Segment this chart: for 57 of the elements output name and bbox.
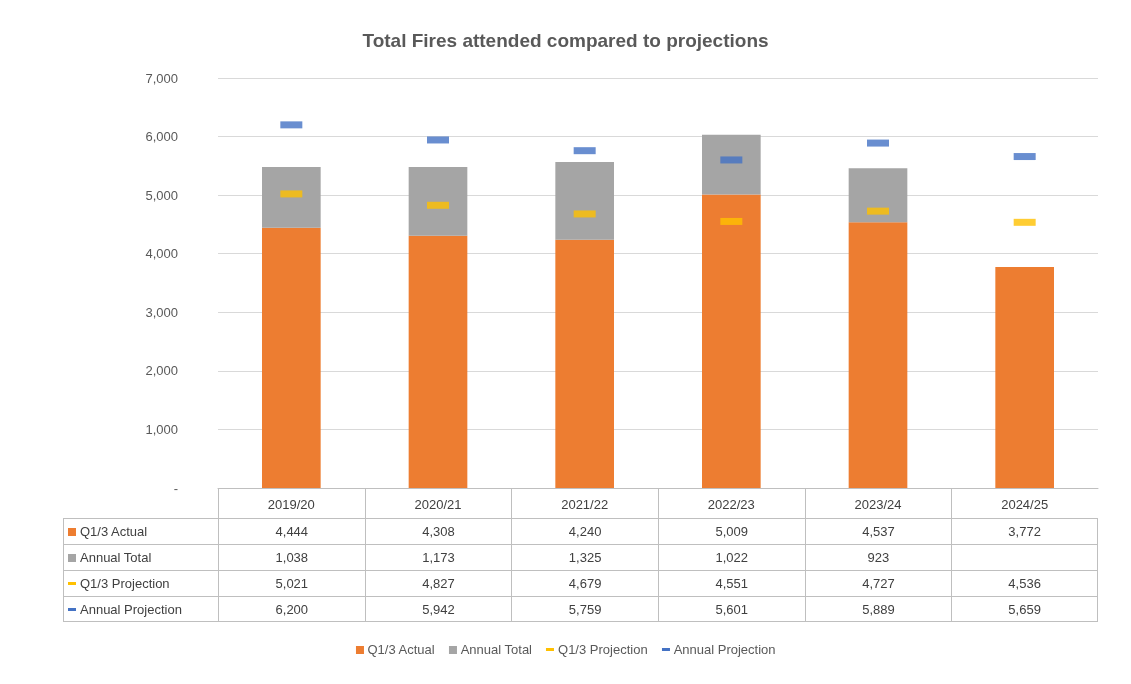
data-label: 5,009 xyxy=(657,518,805,544)
data-label: 1,038 xyxy=(218,544,365,570)
legend-label: Annual Total xyxy=(80,550,152,565)
data-label: 3,772 xyxy=(951,518,1098,544)
bar xyxy=(408,235,468,488)
y-tick-label: 5,000 xyxy=(145,187,178,203)
data-label: 4,551 xyxy=(657,570,805,596)
bar xyxy=(262,166,321,228)
y-tick-label: 2,000 xyxy=(145,363,178,379)
text: Q1/3 Projection xyxy=(558,642,648,657)
bar xyxy=(262,227,321,488)
text: Annual Projection xyxy=(673,642,776,657)
text: Q1/3 Actual xyxy=(367,642,435,657)
data-label: 5,759 xyxy=(511,596,658,622)
legend-label: Annual Projection xyxy=(80,601,182,617)
y-tick-label: 4,000 xyxy=(145,246,178,262)
bar xyxy=(995,267,1054,488)
x-tick-label: 2019/20 xyxy=(267,497,315,512)
y-tick-label: 7,000 xyxy=(145,70,178,86)
bar xyxy=(702,134,761,195)
data-label: 5,601 xyxy=(657,596,805,622)
data-label: 6,200 xyxy=(218,596,365,622)
bar xyxy=(702,194,761,488)
data-label: 4,308 xyxy=(364,518,512,544)
bar xyxy=(848,168,908,223)
x-tick-label: 2020/21 xyxy=(414,497,462,512)
data-label: 5,942 xyxy=(364,596,512,622)
data-label: 923 xyxy=(804,544,952,570)
text: Annual Total xyxy=(460,642,533,657)
x-tick-label: 2023/24 xyxy=(854,497,902,512)
data-label: 5,659 xyxy=(951,596,1098,622)
legend-label: Q1/3 Projection xyxy=(80,576,170,591)
chart-title: Total Fires attended compared to projections xyxy=(362,30,769,51)
data-label: 4,536 xyxy=(951,570,1098,596)
x-tick-label: 2021/22 xyxy=(561,497,609,512)
bar xyxy=(555,162,614,240)
data-label: 1,173 xyxy=(364,544,512,570)
data-label: 5,021 xyxy=(218,570,365,596)
data-label: 4,727 xyxy=(804,570,952,596)
legend-label: Q1/3 Actual xyxy=(80,524,148,539)
data-label: 4,240 xyxy=(511,518,658,544)
bar xyxy=(848,222,908,488)
data-label: 4,679 xyxy=(511,570,658,596)
data-label: 1,022 xyxy=(657,544,805,570)
data-label: 4,827 xyxy=(364,570,512,596)
data-label: 1,325 xyxy=(511,544,658,570)
bar xyxy=(408,166,468,236)
y-tick-label: 3,000 xyxy=(145,304,178,320)
bar xyxy=(555,239,614,488)
x-tick-label: 2022/23 xyxy=(707,497,755,512)
data-label: 5,889 xyxy=(804,596,952,622)
y-tick-label: 1,000 xyxy=(145,421,178,437)
y-tick-label: - xyxy=(173,480,178,496)
x-tick-label: 2024/25 xyxy=(1001,497,1049,512)
y-tick-label: 6,000 xyxy=(145,129,178,145)
data-label: 4,444 xyxy=(218,518,365,544)
data-label: 4,537 xyxy=(804,518,952,544)
